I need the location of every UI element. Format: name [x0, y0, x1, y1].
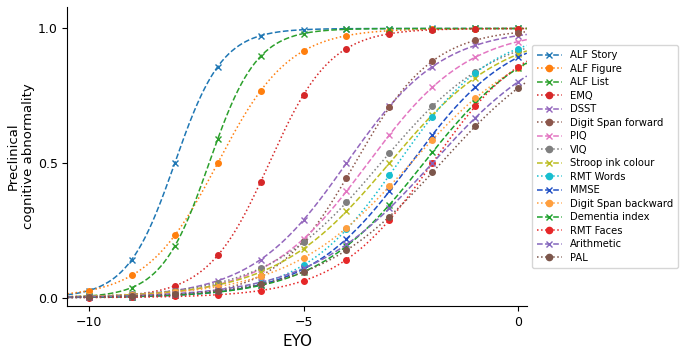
Y-axis label: Preclinical
cognitive abnormality: Preclinical cognitive abnormality	[7, 84, 35, 229]
X-axis label: EYO: EYO	[282, 334, 312, 349]
Legend: ALF Story, ALF Figure, ALF List, EMQ, DSST, Digit Span forward, PIQ, VIQ, Stroop: ALF Story, ALF Figure, ALF List, EMQ, DS…	[532, 45, 678, 268]
